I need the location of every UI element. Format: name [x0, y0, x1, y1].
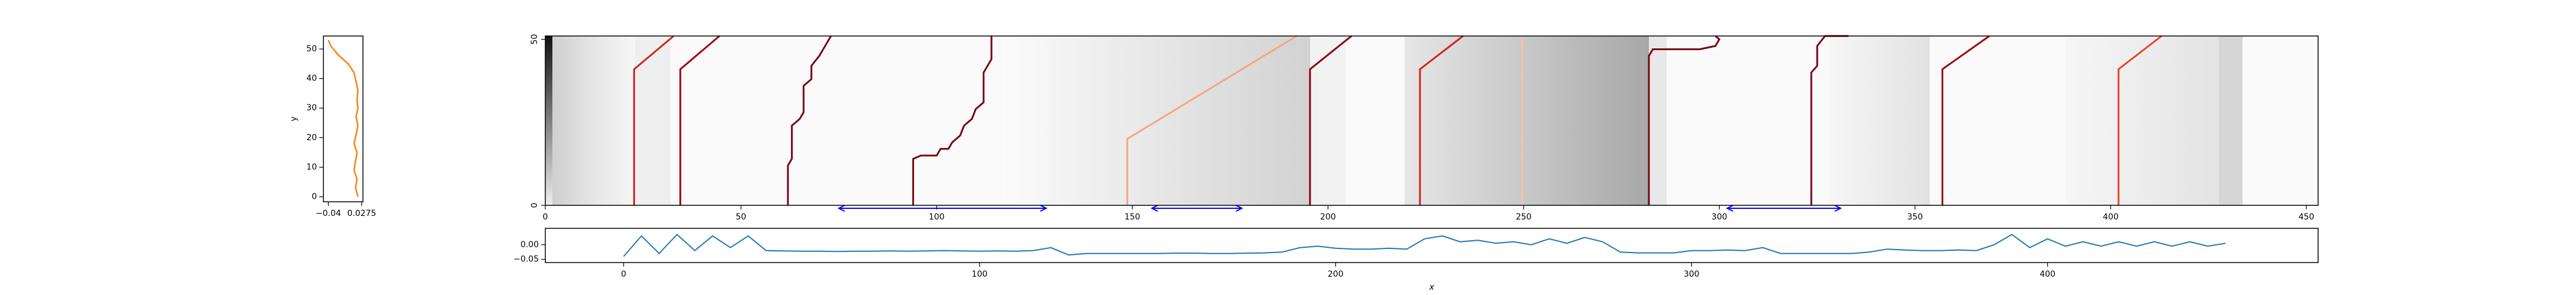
axes-bg [545, 228, 2318, 263]
x-tick-label: 300 [1684, 270, 1700, 279]
arrow [1726, 205, 1842, 212]
y-axis-label: y [289, 116, 299, 121]
axes-frame [545, 228, 2319, 263]
heatmap [545, 36, 2318, 205]
x-tick-label: 150 [1124, 212, 1140, 222]
x-tick-label: 250 [1516, 212, 1531, 222]
y-tick-label: 0 [530, 203, 539, 208]
x-tick-label: 400 [2040, 270, 2055, 279]
x-tick-label: 100 [972, 270, 988, 279]
profile-line [328, 40, 359, 197]
axes-frame [545, 35, 2319, 206]
y-tick-label: 0 [312, 192, 317, 201]
y-tick-label: 20 [306, 133, 317, 142]
x-tick-label: 300 [1711, 212, 1727, 222]
y-tick-label: 40 [306, 74, 317, 83]
axes-frame [323, 35, 364, 202]
path-line [679, 35, 721, 205]
x-tick-label: 0 [543, 212, 548, 222]
x-tick-label: 100 [929, 212, 945, 222]
y-tick-label: −0.05 [513, 255, 539, 264]
path-line [633, 35, 675, 205]
y-tick-label: 50 [530, 34, 539, 45]
x-tick-label: 0 [621, 270, 626, 279]
path-line [1648, 35, 1721, 205]
x-axis-label: x [1429, 283, 1435, 292]
signal-line [623, 233, 2226, 257]
x-tick-label: 200 [1328, 270, 1344, 279]
arrow [837, 205, 1048, 212]
path-line [1419, 35, 1464, 205]
x-tick-label: 400 [2103, 212, 2119, 222]
path-line [1309, 35, 1353, 205]
path-line [1126, 35, 1297, 205]
x-tick-label: 0.0275 [347, 209, 376, 218]
y-tick-label: 50 [306, 44, 317, 54]
y-tick-label: 10 [306, 162, 317, 172]
path-line [2117, 35, 2162, 205]
x-tick-label: −0.04 [316, 209, 341, 218]
path-line [912, 36, 993, 205]
x-tick-label: 50 [736, 212, 747, 222]
path-line [787, 35, 832, 205]
y-tick-label: 0.00 [521, 240, 539, 250]
x-tick-label: 350 [1907, 212, 1923, 222]
y-tick-label: 30 [306, 103, 317, 113]
x-tick-label: 450 [2299, 212, 2315, 222]
x-tick-label: 200 [1320, 212, 1336, 222]
arrow [1150, 205, 1243, 212]
path-line [1941, 35, 1990, 205]
